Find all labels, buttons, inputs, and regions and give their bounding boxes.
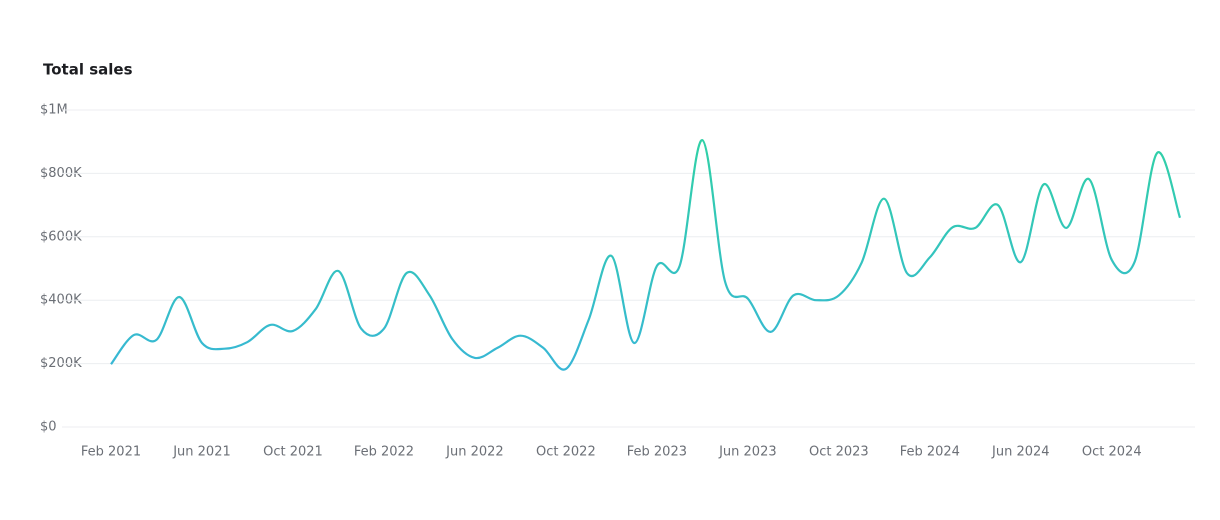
x-tick-label: Jun 2021: [172, 445, 231, 460]
sales-line: [110, 139, 1182, 371]
x-tick-label: Oct 2021: [263, 445, 323, 460]
x-tick-label: Jun 2023: [718, 445, 777, 460]
x-tick-label: Oct 2024: [1082, 445, 1142, 460]
x-tick-label: Jun 2024: [991, 445, 1050, 460]
y-tick-label: $800K: [40, 166, 82, 181]
chart-title: Total sales: [43, 61, 133, 79]
y-tick-label: $1M: [40, 103, 68, 118]
y-tick-label: $600K: [40, 229, 82, 244]
x-tick-label: Jun 2022: [445, 445, 504, 460]
x-tick-label: Feb 2024: [900, 445, 960, 460]
y-tick-label: $400K: [40, 293, 82, 308]
x-tick-label: Feb 2023: [627, 445, 687, 460]
y-tick-label: $0: [40, 420, 57, 435]
x-tick-label: Feb 2022: [354, 445, 414, 460]
y-tick-label: $200K: [40, 356, 82, 371]
x-tick-label: Feb 2021: [81, 445, 141, 460]
x-tick-label: Oct 2022: [536, 445, 596, 460]
x-tick-label: Oct 2023: [809, 445, 869, 460]
